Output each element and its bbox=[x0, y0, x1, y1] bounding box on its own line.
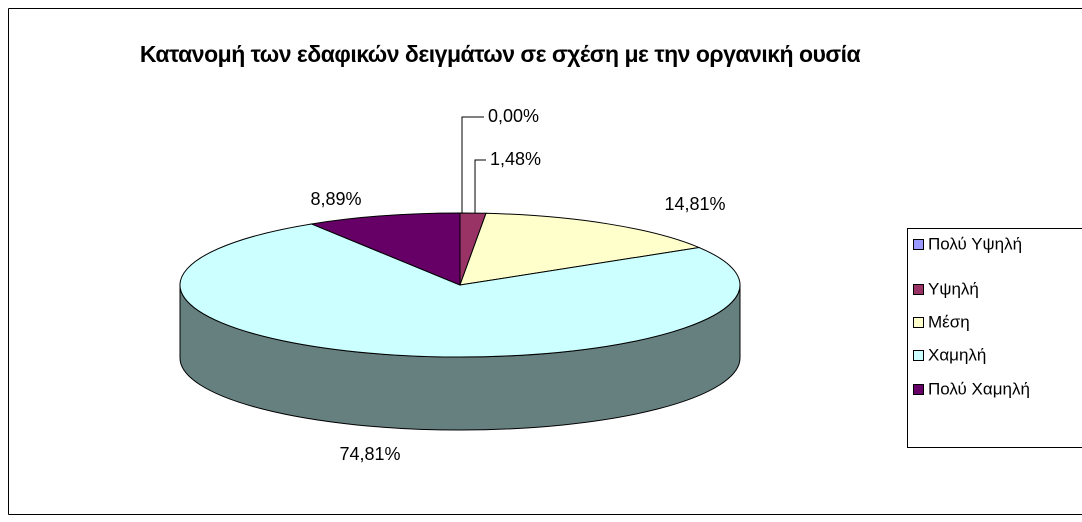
legend-swatch bbox=[913, 317, 924, 328]
leader-line bbox=[474, 159, 486, 214]
data-label: 74,81% bbox=[339, 444, 400, 464]
chart-title: Κατανομή των εδαφικών δειγμάτων σε σχέση… bbox=[139, 41, 861, 67]
legend-label: Χαμηλή bbox=[928, 345, 986, 364]
legend-label: Πολύ Χαμηλή bbox=[928, 379, 1030, 398]
leader-line bbox=[461, 116, 484, 213]
legend-label: Πολύ Υψηλή bbox=[928, 234, 1022, 253]
legend-label: Υψηλή bbox=[928, 279, 979, 298]
data-label: 14,81% bbox=[664, 194, 725, 214]
legend-box bbox=[907, 228, 1082, 448]
legend-swatch bbox=[913, 284, 924, 295]
legend-swatch bbox=[913, 384, 924, 395]
pie-slice bbox=[459, 212, 701, 286]
data-label: 8,89% bbox=[310, 189, 361, 209]
legend-swatch bbox=[913, 350, 924, 361]
pie-slice bbox=[309, 212, 461, 286]
data-label: 1,48% bbox=[490, 149, 541, 169]
pie-slice bbox=[179, 223, 741, 358]
data-label: 0,00% bbox=[488, 106, 539, 126]
legend-label: Μέση bbox=[928, 312, 970, 331]
legend-swatch bbox=[913, 239, 924, 250]
